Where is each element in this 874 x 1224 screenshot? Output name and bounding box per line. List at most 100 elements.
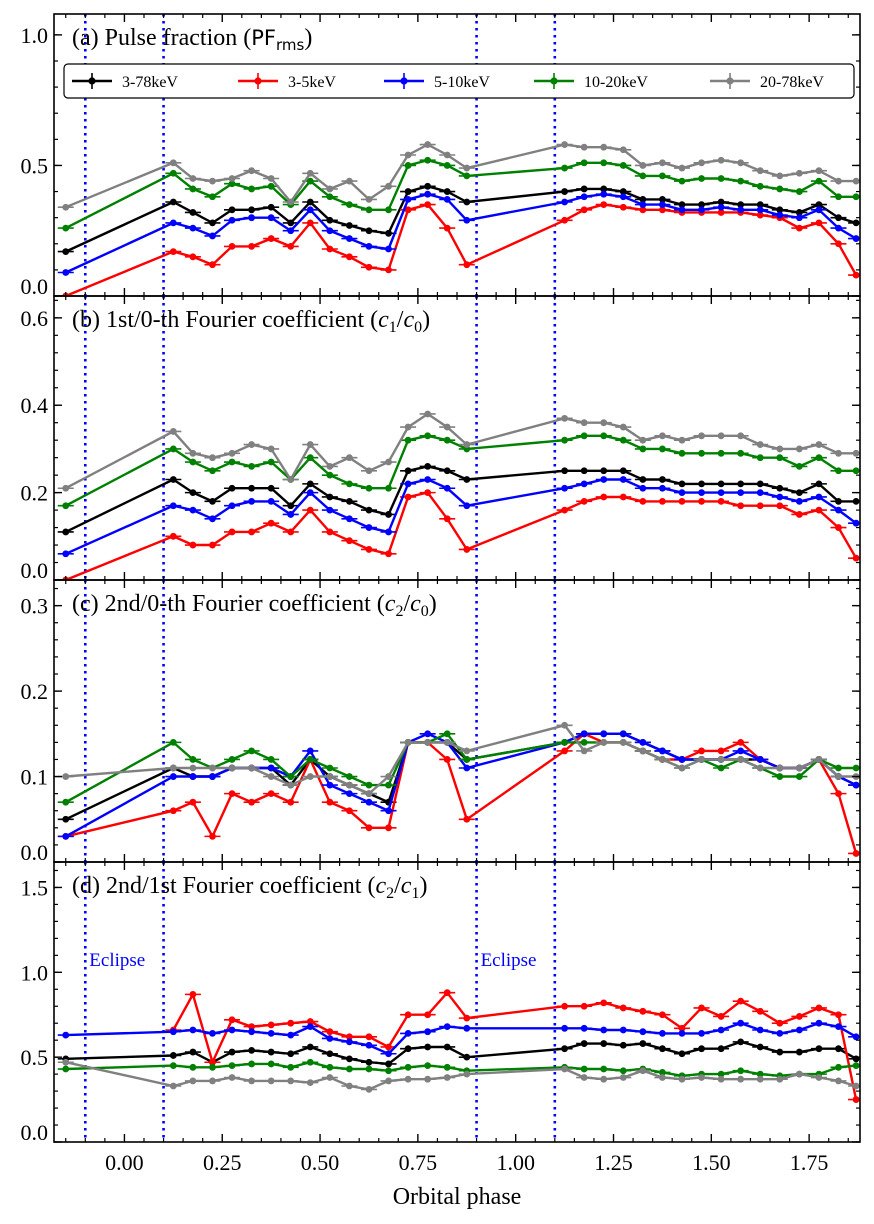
data-point xyxy=(306,506,314,514)
data-point xyxy=(717,432,725,440)
data-point xyxy=(326,773,334,780)
data-point xyxy=(189,175,197,182)
data-point xyxy=(659,1045,666,1053)
data-point xyxy=(385,1043,392,1051)
data-point xyxy=(169,219,177,227)
data-point xyxy=(835,214,842,222)
x-tick-label: 1.75 xyxy=(790,1150,829,1175)
data-point xyxy=(443,1043,451,1051)
data-point xyxy=(346,222,353,229)
data-point xyxy=(248,441,255,448)
data-point xyxy=(189,185,197,193)
data-point xyxy=(815,506,823,514)
legend-entry: 20-78keV xyxy=(710,73,824,91)
data-point xyxy=(365,206,373,214)
data-point xyxy=(267,773,275,780)
data-point xyxy=(717,198,725,206)
data-point xyxy=(756,1007,764,1015)
data-point xyxy=(600,419,608,427)
data-point xyxy=(717,764,725,772)
data-point xyxy=(580,159,588,167)
data-point xyxy=(62,502,70,510)
data-point xyxy=(737,747,745,755)
data-point xyxy=(619,162,627,169)
data-point xyxy=(737,1019,745,1027)
data-point xyxy=(659,201,666,209)
data-point xyxy=(795,773,803,780)
data-point xyxy=(248,764,255,772)
data-point xyxy=(795,214,803,222)
data-point xyxy=(737,738,745,746)
data-point xyxy=(463,1070,471,1078)
series-3-5keV xyxy=(165,989,860,1103)
series-group xyxy=(57,141,860,296)
data-point xyxy=(561,721,568,729)
data-point xyxy=(365,1033,373,1041)
data-point xyxy=(835,790,842,798)
data-point xyxy=(346,497,353,505)
legend: 3-78keV 3-5keV 5-10keV 10-20keV 20-78keV xyxy=(63,63,855,99)
data-point xyxy=(443,195,451,203)
data-point xyxy=(659,1074,666,1081)
data-point xyxy=(365,1085,373,1093)
data-point xyxy=(189,1026,197,1034)
legend-marker xyxy=(400,77,408,85)
data-point xyxy=(756,502,764,510)
data-point xyxy=(306,198,314,206)
data-point xyxy=(248,1060,255,1068)
data-point xyxy=(815,1004,823,1012)
data-point xyxy=(62,1058,70,1066)
data-point xyxy=(248,185,255,193)
data-point xyxy=(678,436,686,444)
data-point xyxy=(835,1045,842,1053)
data-point xyxy=(795,188,803,195)
data-point xyxy=(443,1063,451,1071)
data-point xyxy=(385,1077,392,1085)
data-point xyxy=(346,537,353,545)
data-point xyxy=(815,167,823,175)
data-point xyxy=(306,480,314,488)
data-point xyxy=(228,790,236,798)
data-point xyxy=(639,747,647,755)
data-point xyxy=(287,773,295,780)
data-point xyxy=(287,502,295,510)
data-point xyxy=(561,216,568,224)
data-point xyxy=(561,1024,568,1032)
data-point xyxy=(852,467,860,475)
data-point xyxy=(326,528,334,536)
data-point xyxy=(835,1077,842,1085)
data-point xyxy=(717,156,725,164)
data-point xyxy=(346,781,353,789)
data-point xyxy=(424,141,432,148)
series-5-10keV xyxy=(57,190,860,276)
panel-b: 0.0 0.2 0.4 0.6 (b) 1st/0-th Fourier coeffic… xyxy=(21,295,861,583)
data-point xyxy=(600,201,608,209)
data-point xyxy=(169,1082,177,1090)
data-point xyxy=(776,764,784,772)
data-point xyxy=(776,502,784,510)
data-point xyxy=(189,506,197,514)
data-point xyxy=(228,764,236,772)
data-point xyxy=(561,467,568,475)
x-axis-label: Orbital phase xyxy=(393,1184,522,1210)
data-point xyxy=(424,1043,432,1051)
legend-label: 3-78keV xyxy=(122,74,178,91)
data-point xyxy=(443,515,451,523)
data-point xyxy=(852,554,860,562)
data-point xyxy=(815,480,823,488)
series-group xyxy=(57,721,860,857)
panel-title: (d) 2nd/1st Fourier coefficient (c2/c1) xyxy=(72,873,427,902)
data-point xyxy=(326,493,334,501)
y-tick-label: 0.3 xyxy=(21,594,49,619)
data-point xyxy=(561,484,568,492)
data-point xyxy=(169,248,177,256)
data-point xyxy=(443,730,451,738)
data-point xyxy=(248,1046,255,1054)
data-point xyxy=(776,1019,784,1027)
data-point xyxy=(561,141,568,148)
data-point xyxy=(737,480,745,488)
data-point xyxy=(698,1029,705,1037)
data-point xyxy=(600,476,608,483)
data-point xyxy=(326,1035,334,1042)
data-point xyxy=(306,454,314,462)
